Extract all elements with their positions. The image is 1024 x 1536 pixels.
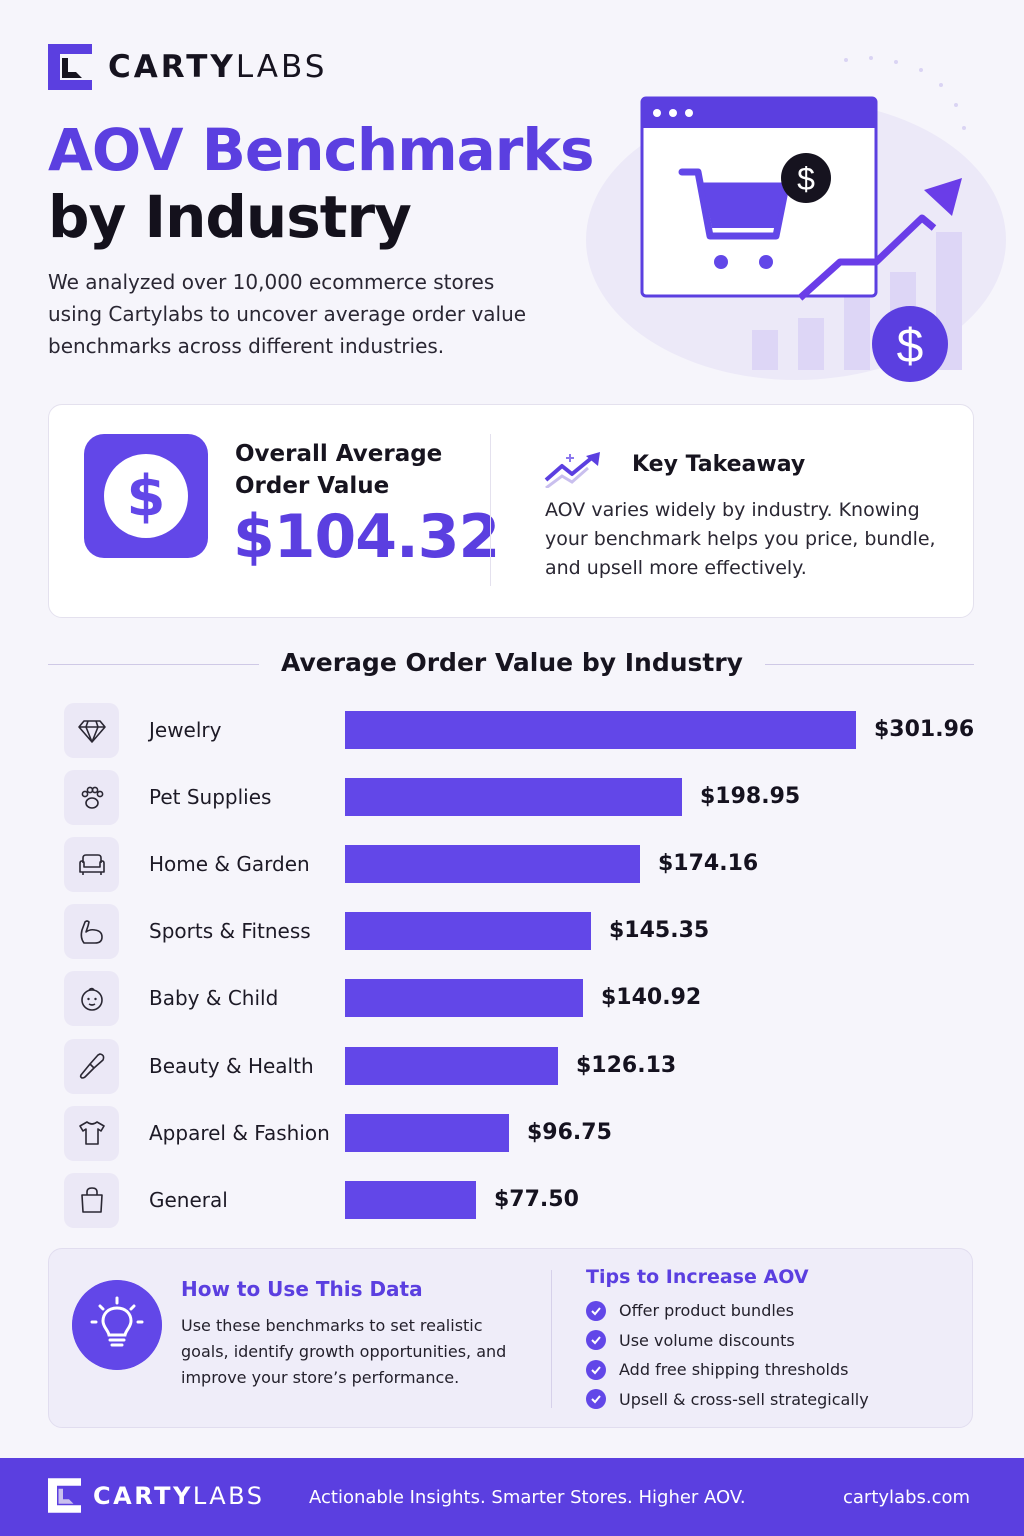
bar-label: Baby & Child [149,986,279,1011]
bar-value-label: $145.35 [609,918,710,944]
page-title-line1: AOV Benchmarks [48,116,594,184]
tshirt-icon [64,1105,119,1161]
bar [345,912,591,951]
footer-logo: CARTYLABS [48,1478,264,1513]
svg-text:$: $ [897,320,924,373]
check-icon [586,1359,606,1380]
baby-face-icon [64,971,119,1027]
bar-value-label: $174.16 [658,851,759,877]
bar [345,1113,509,1152]
footer-tagline: Actionable Insights. Smarter Stores. Hig… [309,1487,746,1508]
tip-item: Add free shipping thresholds [586,1355,869,1385]
dollar-icon: $ [84,434,208,558]
chart-heading-rule-right [738,664,974,665]
bar-label: Pet Supplies [149,785,272,810]
svg-text:$: $ [797,161,815,197]
bar-value-label: $198.95 [700,784,801,810]
bar [345,979,583,1018]
bar-label: General [149,1187,228,1212]
brand-logo: CARTYLABS [48,44,327,90]
bar-label: Jewelry [149,718,222,742]
bar [345,1046,558,1085]
card-divider [490,434,491,586]
howto-title: How to Use This Data [181,1277,423,1301]
howto-text: Use these benchmarks to set realistic go… [181,1316,507,1387]
bar-value-label: $96.75 [527,1119,612,1145]
tip-item: Use volume discounts [586,1326,869,1356]
brand-name: CARTYLABS [108,49,328,85]
bar-label: Home & Garden [149,852,310,877]
hero-illustration: $ $ [586,56,1006,382]
trend-up-icon [544,452,600,488]
takeaway-text: AOV varies widely by industry. Knowing y… [545,499,936,579]
bar [345,711,856,749]
logo-mark-icon [48,44,92,90]
bar-value-label: $140.92 [601,985,702,1011]
overall-aov-label: Overall Average Order Value [235,441,443,499]
paw-icon [64,770,119,826]
tip-item: Upsell & cross-sell strategically [586,1385,869,1415]
takeaway-title: Key Takeaway [632,452,806,477]
chart-title: Average Order Value by Industry [0,648,1024,677]
footer [0,1458,1024,1536]
tips-divider [551,1270,552,1408]
bar-value-label: $301.96 [874,717,975,742]
tips-list: Offer product bundles Use volume discoun… [586,1296,869,1414]
check-icon [586,1389,606,1410]
check-icon [586,1300,606,1321]
shopping-bag-icon [64,1172,119,1228]
bar [345,778,682,817]
footer-logo-mark-icon [48,1478,81,1513]
makeup-brush-icon [64,1038,119,1094]
bar [345,845,640,884]
tip-item: Offer product bundles [586,1296,869,1326]
bar-label: Beauty & Health [149,1053,314,1078]
armchair-icon [64,837,119,893]
bar-label: Sports & Fitness [149,919,311,944]
check-icon [586,1330,606,1351]
flexed-arm-icon [64,904,119,960]
overall-aov-value: $104.32 [233,502,500,572]
footer-url-link[interactable]: cartylabs.com [843,1487,971,1508]
page-title-line2: by Industry [48,183,412,251]
intro-text: We analyzed over 10,000 ecommerce stores… [48,270,527,358]
bar [345,1180,476,1219]
bar-value-label: $77.50 [494,1186,579,1212]
bar-value-label: $126.13 [576,1052,677,1078]
lightbulb-icon [72,1280,162,1370]
tips-card [48,1248,973,1428]
tips-title: Tips to Increase AOV [586,1266,809,1288]
chart-heading-rule-left [48,664,280,665]
bar-label: Apparel & Fashion [149,1120,330,1145]
footer-brand-name: CARTYLABS [93,1481,265,1510]
diamond-icon [64,703,119,758]
